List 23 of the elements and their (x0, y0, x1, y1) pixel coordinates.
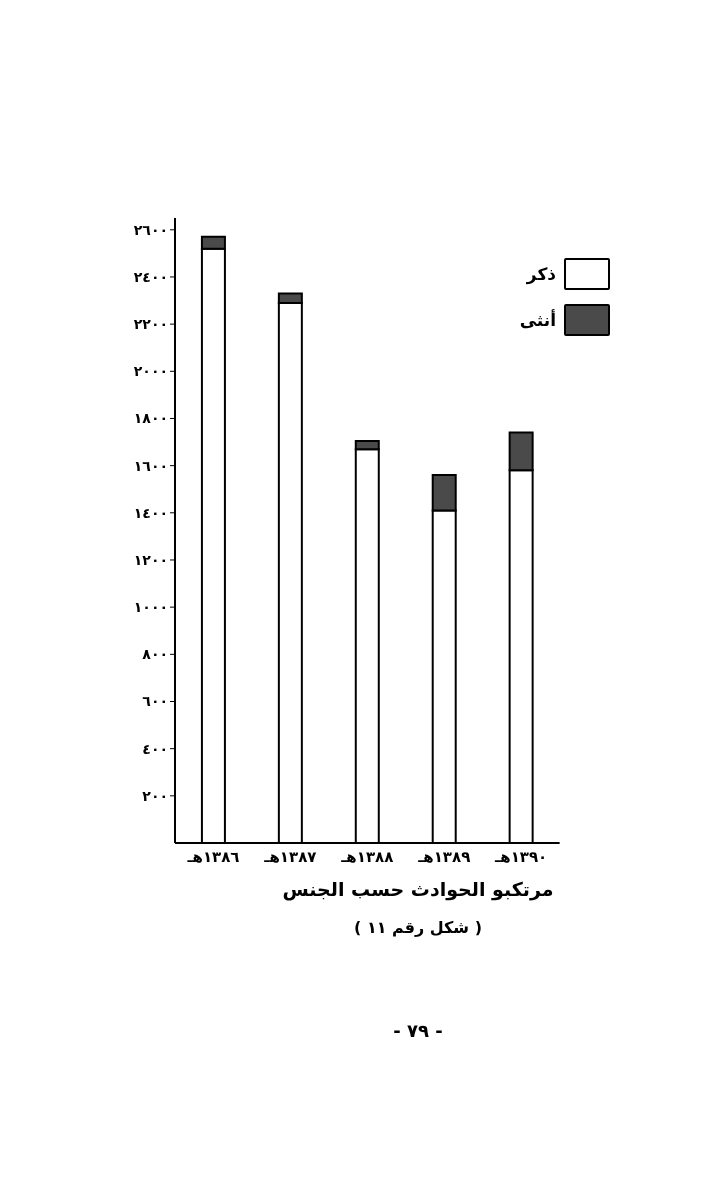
y-tick-label: ١٦٠٠ (133, 457, 168, 474)
y-tick-label: ١٢٠٠ (133, 551, 168, 568)
x-tick-label: ١٣٩٠هـ (494, 847, 548, 866)
x-tick-label: ١٣٨٩هـ (417, 847, 471, 866)
x-axis-title: مرتكبو الحوادث حسب الجنس (281, 878, 555, 900)
legend-label: ذكر (526, 264, 556, 284)
x-tick-label: ١٣٨٦هـ (186, 847, 240, 866)
y-tick-label: ٢٦٠٠ (133, 221, 168, 238)
y-tick-label: ٢٤٠٠ (133, 268, 168, 285)
y-tick-label: ٦٠٠ (142, 693, 168, 710)
y-tick-label: ٢٠٠ (142, 787, 168, 804)
y-tick-label: ٢٠٠٠ (133, 363, 168, 380)
y-tick-label: ١٤٠٠ (133, 504, 168, 521)
x-tick-label: ١٣٨٨هـ (340, 847, 394, 866)
y-tick-label: ٢٢٠٠ (133, 316, 168, 333)
y-tick-label: ٤٠٠ (142, 740, 168, 757)
x-tick-label: ١٣٨٧هـ (263, 847, 317, 866)
y-tick-label: ١٨٠٠ (133, 410, 168, 427)
y-tick-label: ١٠٠٠ (133, 599, 168, 616)
y-tick-label: ٨٠٠ (142, 646, 168, 663)
text: ( شكل رقم ١١ ) (353, 918, 483, 937)
text: - ٧٩ - (392, 1020, 444, 1041)
legend-label: أنثى (519, 310, 556, 330)
